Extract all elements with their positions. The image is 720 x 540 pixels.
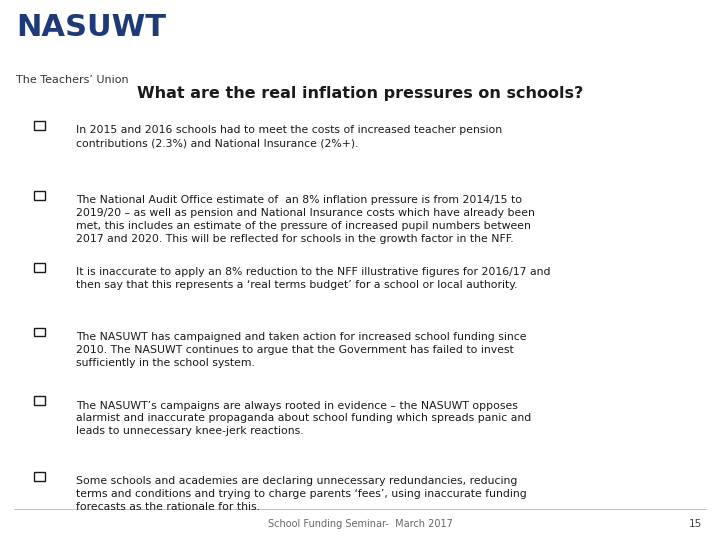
FancyBboxPatch shape: [34, 121, 45, 130]
Text: In 2015 and 2016 schools had to meet the costs of increased teacher pension
cont: In 2015 and 2016 schools had to meet the…: [76, 125, 502, 148]
Text: The Teachers’ Union: The Teachers’ Union: [16, 75, 128, 85]
Text: What are the real inflation pressures on schools?: What are the real inflation pressures on…: [137, 86, 583, 102]
Text: The National Audit Office estimate of  an 8% inflation pressure is from 2014/15 : The National Audit Office estimate of an…: [76, 195, 534, 244]
Text: It is inaccurate to apply an 8% reduction to the NFF illustrative figures for 20: It is inaccurate to apply an 8% reductio…: [76, 267, 550, 290]
Text: The NASUWT’s campaigns are always rooted in evidence – the NASUWT opposes
alarmi: The NASUWT’s campaigns are always rooted…: [76, 401, 531, 436]
FancyBboxPatch shape: [34, 396, 45, 405]
Text: 15: 15: [689, 519, 702, 530]
Text: The NASUWT has campaigned and taken action for increased school funding since
20: The NASUWT has campaigned and taken acti…: [76, 332, 526, 368]
FancyBboxPatch shape: [34, 191, 45, 200]
FancyBboxPatch shape: [34, 472, 45, 481]
Text: Some schools and academies are declaring unnecessary redundancies, reducing
term: Some schools and academies are declaring…: [76, 476, 526, 512]
FancyBboxPatch shape: [34, 328, 45, 336]
Text: School Funding Seminar-  March 2017: School Funding Seminar- March 2017: [268, 519, 452, 530]
Text: NASUWT: NASUWT: [16, 14, 166, 43]
FancyBboxPatch shape: [34, 263, 45, 272]
